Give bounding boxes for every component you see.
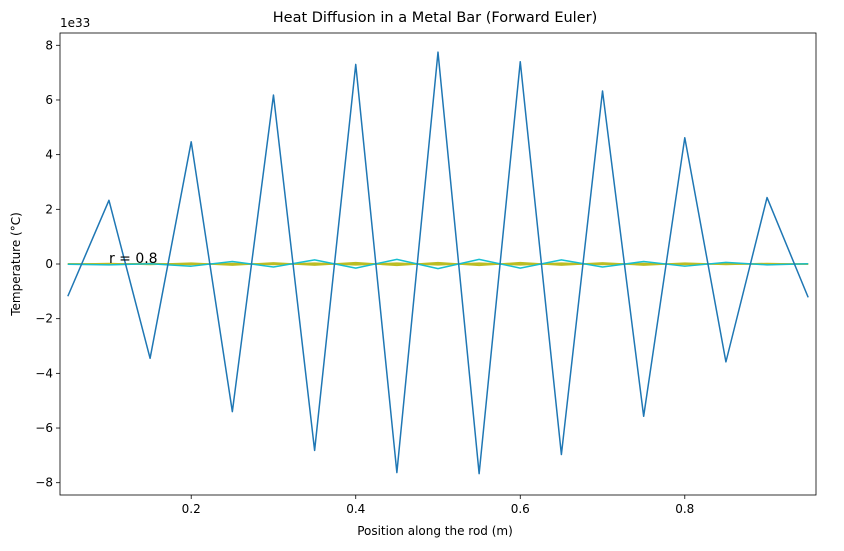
y-offset-label: 1e33 [60, 16, 90, 30]
y-tick-label: 6 [45, 93, 53, 107]
chart-title: Heat Diffusion in a Metal Bar (Forward E… [273, 10, 598, 26]
y-tick-label: −6 [35, 421, 53, 435]
x-tick-label: 0.8 [675, 502, 694, 516]
y-tick-label: −4 [35, 366, 53, 380]
annotation-text: r = 0.8 [109, 251, 158, 267]
y-tick-label: 2 [45, 202, 53, 216]
y-axis-label: Temperature (°C) [9, 212, 23, 317]
series-line-3 [67, 258, 809, 270]
series-line-4 [67, 51, 809, 475]
x-axis-label: Position along the rod (m) [357, 524, 513, 538]
y-tick-label: −2 [35, 312, 53, 326]
x-tick-label: 0.2 [182, 502, 201, 516]
y-tick-label: −8 [35, 476, 53, 490]
series-line-2 [67, 261, 809, 267]
series-line-1 [67, 262, 809, 266]
y-tick-label: 0 [45, 257, 53, 271]
x-tick-label: 0.4 [346, 502, 365, 516]
x-tick-label: 0.6 [511, 502, 530, 516]
y-tick-label: 4 [45, 148, 53, 162]
y-tick-label: 8 [45, 38, 53, 52]
